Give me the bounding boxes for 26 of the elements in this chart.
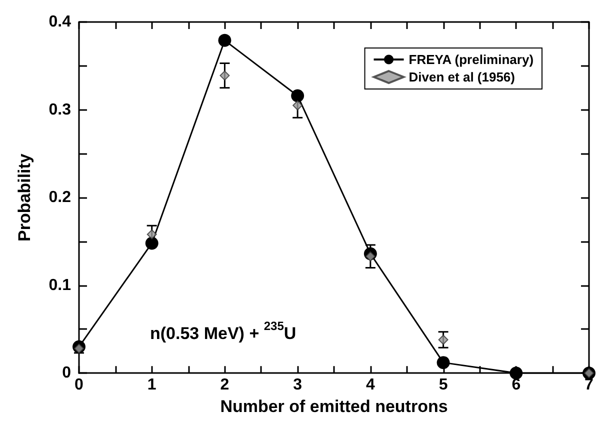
x-tick-label: 2 xyxy=(220,376,230,394)
legend-label: FREYA (preliminary) xyxy=(408,52,534,67)
legend-label: Diven et al (1956) xyxy=(408,70,515,84)
point xyxy=(146,229,157,240)
point xyxy=(220,70,230,81)
y-tick-label: 0 xyxy=(62,364,72,382)
x-tick-label: 3 xyxy=(293,376,302,394)
point xyxy=(74,344,84,354)
point xyxy=(292,100,303,110)
y-tick-label: 0.2 xyxy=(48,189,72,206)
point xyxy=(218,34,232,47)
point xyxy=(365,251,376,262)
point xyxy=(510,366,523,380)
y-tick-label: 0.4 xyxy=(48,14,72,30)
x-tick-label: 5 xyxy=(438,376,448,394)
x-axis-title: Number of emitted neutrons xyxy=(220,397,448,416)
point xyxy=(438,334,448,345)
x-tick-label: 1 xyxy=(147,376,156,394)
y-tick-label: 0.1 xyxy=(48,276,72,294)
y-tick-label: 0.3 xyxy=(48,101,72,118)
y-axis-title: Probability xyxy=(15,153,34,242)
point xyxy=(145,236,158,250)
point xyxy=(436,356,450,370)
point xyxy=(291,89,304,102)
x-tick-label: 4 xyxy=(366,376,375,394)
x-tick-label: 0 xyxy=(74,376,84,394)
